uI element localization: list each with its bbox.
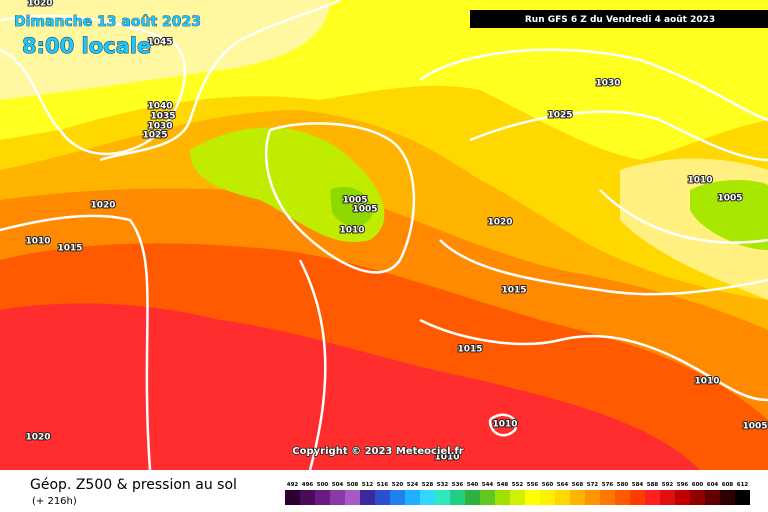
isobar-label: 1010 (492, 420, 517, 430)
legend-label: 508 (347, 482, 359, 488)
legend-label: 504 (332, 482, 344, 488)
legend-label: 536 (452, 482, 464, 488)
isobar-labels: 1020104510401035103010251020101010151030… (24, 0, 768, 464)
legend-label: 524 (407, 482, 419, 488)
isobar-label: 1015 (501, 286, 526, 296)
legend-label: 576 (602, 482, 614, 488)
legend-swatch (405, 490, 420, 505)
legend-label: 516 (377, 482, 389, 488)
legend-label: 512 (362, 482, 374, 488)
legend-label: 492 (287, 482, 299, 488)
footer-lead: (+ 216h) (32, 496, 77, 507)
legend-label: 520 (392, 482, 404, 488)
isobar-label: 1045 (147, 38, 172, 48)
isobar-label: 1010 (694, 377, 719, 387)
legend-swatch (720, 490, 735, 505)
legend-swatch (375, 490, 390, 505)
legend-label: 588 (647, 482, 659, 488)
isobar-label: 1010 (25, 237, 50, 247)
isobar-label: 1025 (142, 131, 167, 141)
legend-label: 540 (467, 482, 479, 488)
legend-swatch (285, 490, 300, 505)
isobar-label: 1040 (147, 102, 172, 112)
isobar-label: 1030 (147, 122, 172, 132)
legend-label: 500 (317, 482, 329, 488)
legend-swatch (660, 490, 675, 505)
isobar-label: 1020 (90, 201, 115, 211)
isobar-label: 1020 (25, 433, 50, 443)
legend-swatch (420, 490, 435, 505)
legend-label: 584 (632, 482, 644, 488)
isobar-label: 1015 (457, 345, 482, 355)
legend-swatch (465, 490, 480, 505)
legend-swatch (690, 490, 705, 505)
legend-label: 548 (497, 482, 509, 488)
legend-label: 612 (737, 482, 749, 488)
legend-swatch (555, 490, 570, 505)
legend-label: 580 (617, 482, 629, 488)
isobar-label: 1035 (150, 112, 175, 122)
legend-label: 596 (677, 482, 689, 488)
legend-swatch (735, 490, 750, 505)
legend-label: 604 (707, 482, 719, 488)
legend-swatch (300, 490, 315, 505)
legend-swatch (345, 490, 360, 505)
isobar-label: 1020 (27, 0, 52, 9)
legend-label: 560 (542, 482, 554, 488)
field (0, 0, 768, 470)
legend-label: 592 (662, 482, 674, 488)
legend-swatch (450, 490, 465, 505)
date-text: Dimanche 13 août 2023 (14, 14, 201, 30)
legend-label: 600 (692, 482, 704, 488)
time-text: 8:00 locale (22, 34, 151, 58)
legend-label: 496 (302, 482, 314, 488)
legend-swatch (585, 490, 600, 505)
legend-label: 608 (722, 482, 734, 488)
legend-label: 564 (557, 482, 569, 488)
isobar-label: 1030 (595, 79, 620, 89)
isobar-label: 1005 (742, 422, 767, 432)
legend-swatch (705, 490, 720, 505)
isobar-label: 1015 (57, 244, 82, 254)
legend-swatch (630, 490, 645, 505)
isobar-label: 1020 (487, 218, 512, 228)
run-text: Run GFS 6 Z du Vendredi 4 août 2023 (525, 15, 715, 25)
legend-swatch (645, 490, 660, 505)
isobar-label: 1010 (434, 453, 459, 463)
copyright: Copyright © 2023 Meteociel.fr (292, 446, 463, 457)
legend-label: 544 (482, 482, 494, 488)
legend-swatch (360, 490, 375, 505)
legend-label: 572 (587, 482, 599, 488)
legend-swatch (525, 490, 540, 505)
run-banner (470, 10, 768, 28)
legend-swatch (330, 490, 345, 505)
legend-swatch (570, 490, 585, 505)
legend-label: 528 (422, 482, 434, 488)
legend-swatch (540, 490, 555, 505)
isobar-label: 1025 (547, 111, 572, 121)
legend-swatch (315, 490, 330, 505)
legend-swatch (510, 490, 525, 505)
legend-swatch (390, 490, 405, 505)
legend-label: 532 (437, 482, 449, 488)
isobar-label: 1005 (342, 196, 367, 206)
legend-swatch (675, 490, 690, 505)
isobars-lines (0, 0, 768, 471)
legend-swatch (495, 490, 510, 505)
legend-label: 568 (572, 482, 584, 488)
legend-swatch (435, 490, 450, 505)
isobar-label: 1005 (352, 205, 377, 215)
footer-title: Géop. Z500 & pression au sol (30, 477, 237, 493)
legend-swatch (615, 490, 630, 505)
isobar-label: 1010 (339, 226, 364, 236)
legend-label: 552 (512, 482, 524, 488)
isobar-label: 1010 (687, 176, 712, 186)
legend-label: 556 (527, 482, 539, 488)
legend-swatch (480, 490, 495, 505)
legend-swatch (600, 490, 615, 505)
isobar-label: 1005 (717, 194, 742, 204)
legend: 492 496 500 504 508 512 516 520 524 528 532 536 540 5… (285, 482, 750, 505)
